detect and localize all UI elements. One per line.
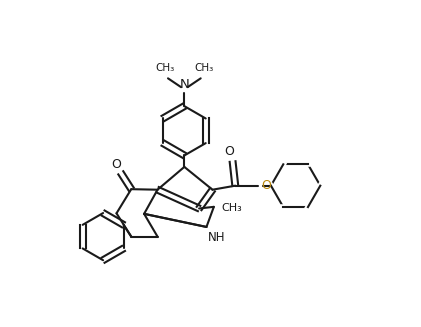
Text: CH₃: CH₃ [221,203,242,214]
Text: CH₃: CH₃ [195,63,213,74]
Text: CH₃: CH₃ [155,63,174,74]
Text: O: O [224,145,234,158]
Text: O: O [261,179,271,192]
Text: N: N [179,78,189,92]
Text: NH: NH [208,231,226,244]
Text: O: O [111,158,121,171]
